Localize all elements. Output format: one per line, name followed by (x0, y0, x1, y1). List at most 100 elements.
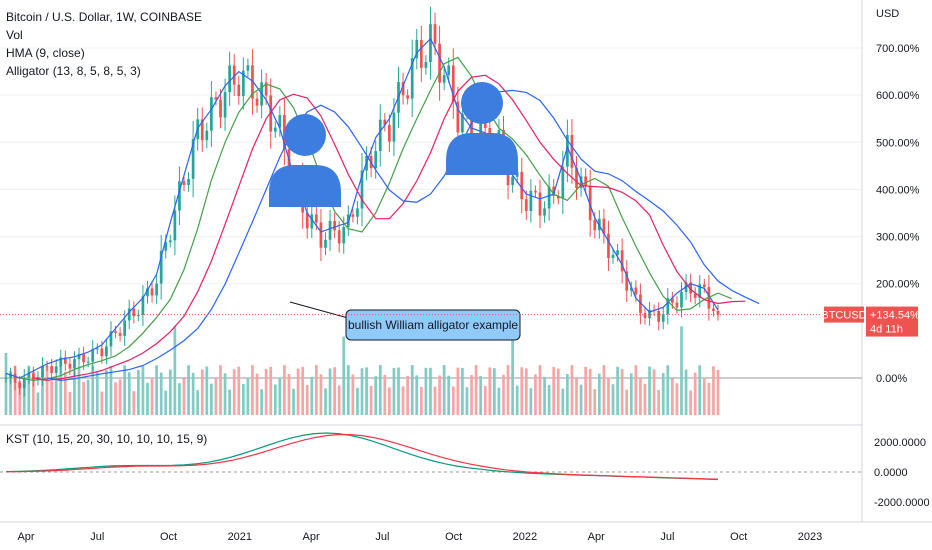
candle-body (246, 65, 250, 71)
person-head (461, 82, 503, 124)
candle-body (543, 208, 546, 216)
volume-bar (506, 365, 510, 415)
volume-bar (136, 369, 140, 415)
volume-bar (689, 390, 692, 415)
candle-body (643, 313, 647, 319)
volume-bar (675, 383, 679, 415)
volume-bar (82, 381, 85, 415)
candle-body (470, 110, 473, 144)
candle-body (342, 226, 346, 244)
candle-body (287, 149, 291, 181)
candle-body (579, 176, 583, 189)
price-tick-label: 0.00% (876, 373, 907, 385)
time-tick-label: 2021 (228, 531, 252, 543)
volume-bar (346, 365, 350, 415)
candle-body (264, 82, 268, 96)
volume-bar (141, 366, 145, 415)
candle-body (269, 95, 273, 132)
volume-bar (474, 365, 478, 415)
candle-body (620, 250, 624, 272)
volume-bar (388, 387, 391, 415)
candle-body (324, 239, 327, 248)
volume-bar (223, 373, 227, 415)
volume-bar (109, 366, 113, 415)
price-axis-unit: USD (876, 8, 899, 20)
volume-bar (661, 373, 665, 415)
candle-body (273, 127, 277, 132)
volume-bar (611, 384, 615, 415)
candle-body (689, 282, 692, 294)
volume-bar (324, 388, 327, 415)
volume-bar (314, 365, 318, 415)
volume-bar (639, 378, 642, 415)
kst-legend[interactable]: KST (10, 15, 20, 30, 10, 10, 10, 15, 9) (6, 432, 208, 446)
legend-vol[interactable]: Vol (6, 28, 23, 42)
time-tick-label: Jul (660, 531, 674, 543)
candle-body (429, 24, 432, 62)
volume-bar (451, 386, 455, 415)
candle-body (442, 74, 446, 83)
candle-body (584, 176, 588, 187)
candle-body (105, 346, 108, 357)
volume-bar (100, 391, 104, 415)
candle-body (511, 176, 514, 186)
candle-body (593, 220, 597, 231)
candle-body (483, 122, 487, 129)
volume-bar (36, 392, 40, 415)
volume-bar (634, 365, 638, 415)
alligator-jaw-line (46, 89, 760, 382)
volume-bar (127, 372, 131, 415)
candle-body (611, 254, 615, 258)
volume-bar (41, 370, 44, 415)
volume-bar (22, 380, 26, 415)
candle-body (575, 167, 578, 189)
volume-bar (283, 365, 286, 415)
volume-bar (616, 366, 619, 415)
volume-bar (27, 365, 31, 415)
volume-bar (602, 365, 606, 415)
time-tick-label: 2022 (513, 531, 537, 543)
person-icon (446, 82, 518, 175)
candle-body (625, 271, 629, 291)
callout-box (345, 309, 521, 341)
candle-body (319, 222, 323, 248)
legend-alligator[interactable]: Alligator (13, 8, 5, 8, 5, 3) (6, 64, 141, 78)
volume-bar (150, 378, 154, 415)
volume-bar (123, 365, 127, 415)
person-body (269, 165, 341, 207)
volume-bar (91, 365, 95, 415)
candle-body (566, 135, 569, 167)
volume-bar (159, 372, 163, 415)
volume-bar (246, 377, 250, 415)
volume-bar (693, 372, 697, 415)
volume-bar (182, 378, 186, 415)
volume-bar (607, 377, 610, 415)
legend-hma[interactable]: HMA (9, close) (6, 46, 85, 60)
volume-bar (237, 366, 241, 415)
volume-bar (666, 365, 670, 415)
volume-bar (68, 392, 72, 415)
volume-bar (520, 367, 524, 415)
candle-body (314, 214, 318, 223)
time-tick-label: Apr (17, 531, 34, 543)
candle-body (118, 332, 122, 336)
volume-bar (712, 366, 715, 415)
volume-bar (278, 377, 282, 415)
hma-line (5, 37, 719, 379)
candle-body (178, 181, 181, 211)
candle-body (438, 43, 441, 83)
volume-bar (228, 389, 232, 415)
candle-body (670, 298, 674, 303)
candle-body (150, 288, 154, 296)
volume-bar (547, 385, 551, 415)
volume-bar (50, 381, 54, 415)
candle-body (661, 314, 665, 322)
person-icon (269, 114, 341, 207)
volume-bar (643, 383, 647, 415)
time-tick-label: Oct (445, 531, 462, 543)
volume-bar (155, 365, 158, 415)
volume-bar (356, 387, 359, 415)
volume-bar (648, 366, 651, 415)
candle-body (63, 357, 67, 364)
